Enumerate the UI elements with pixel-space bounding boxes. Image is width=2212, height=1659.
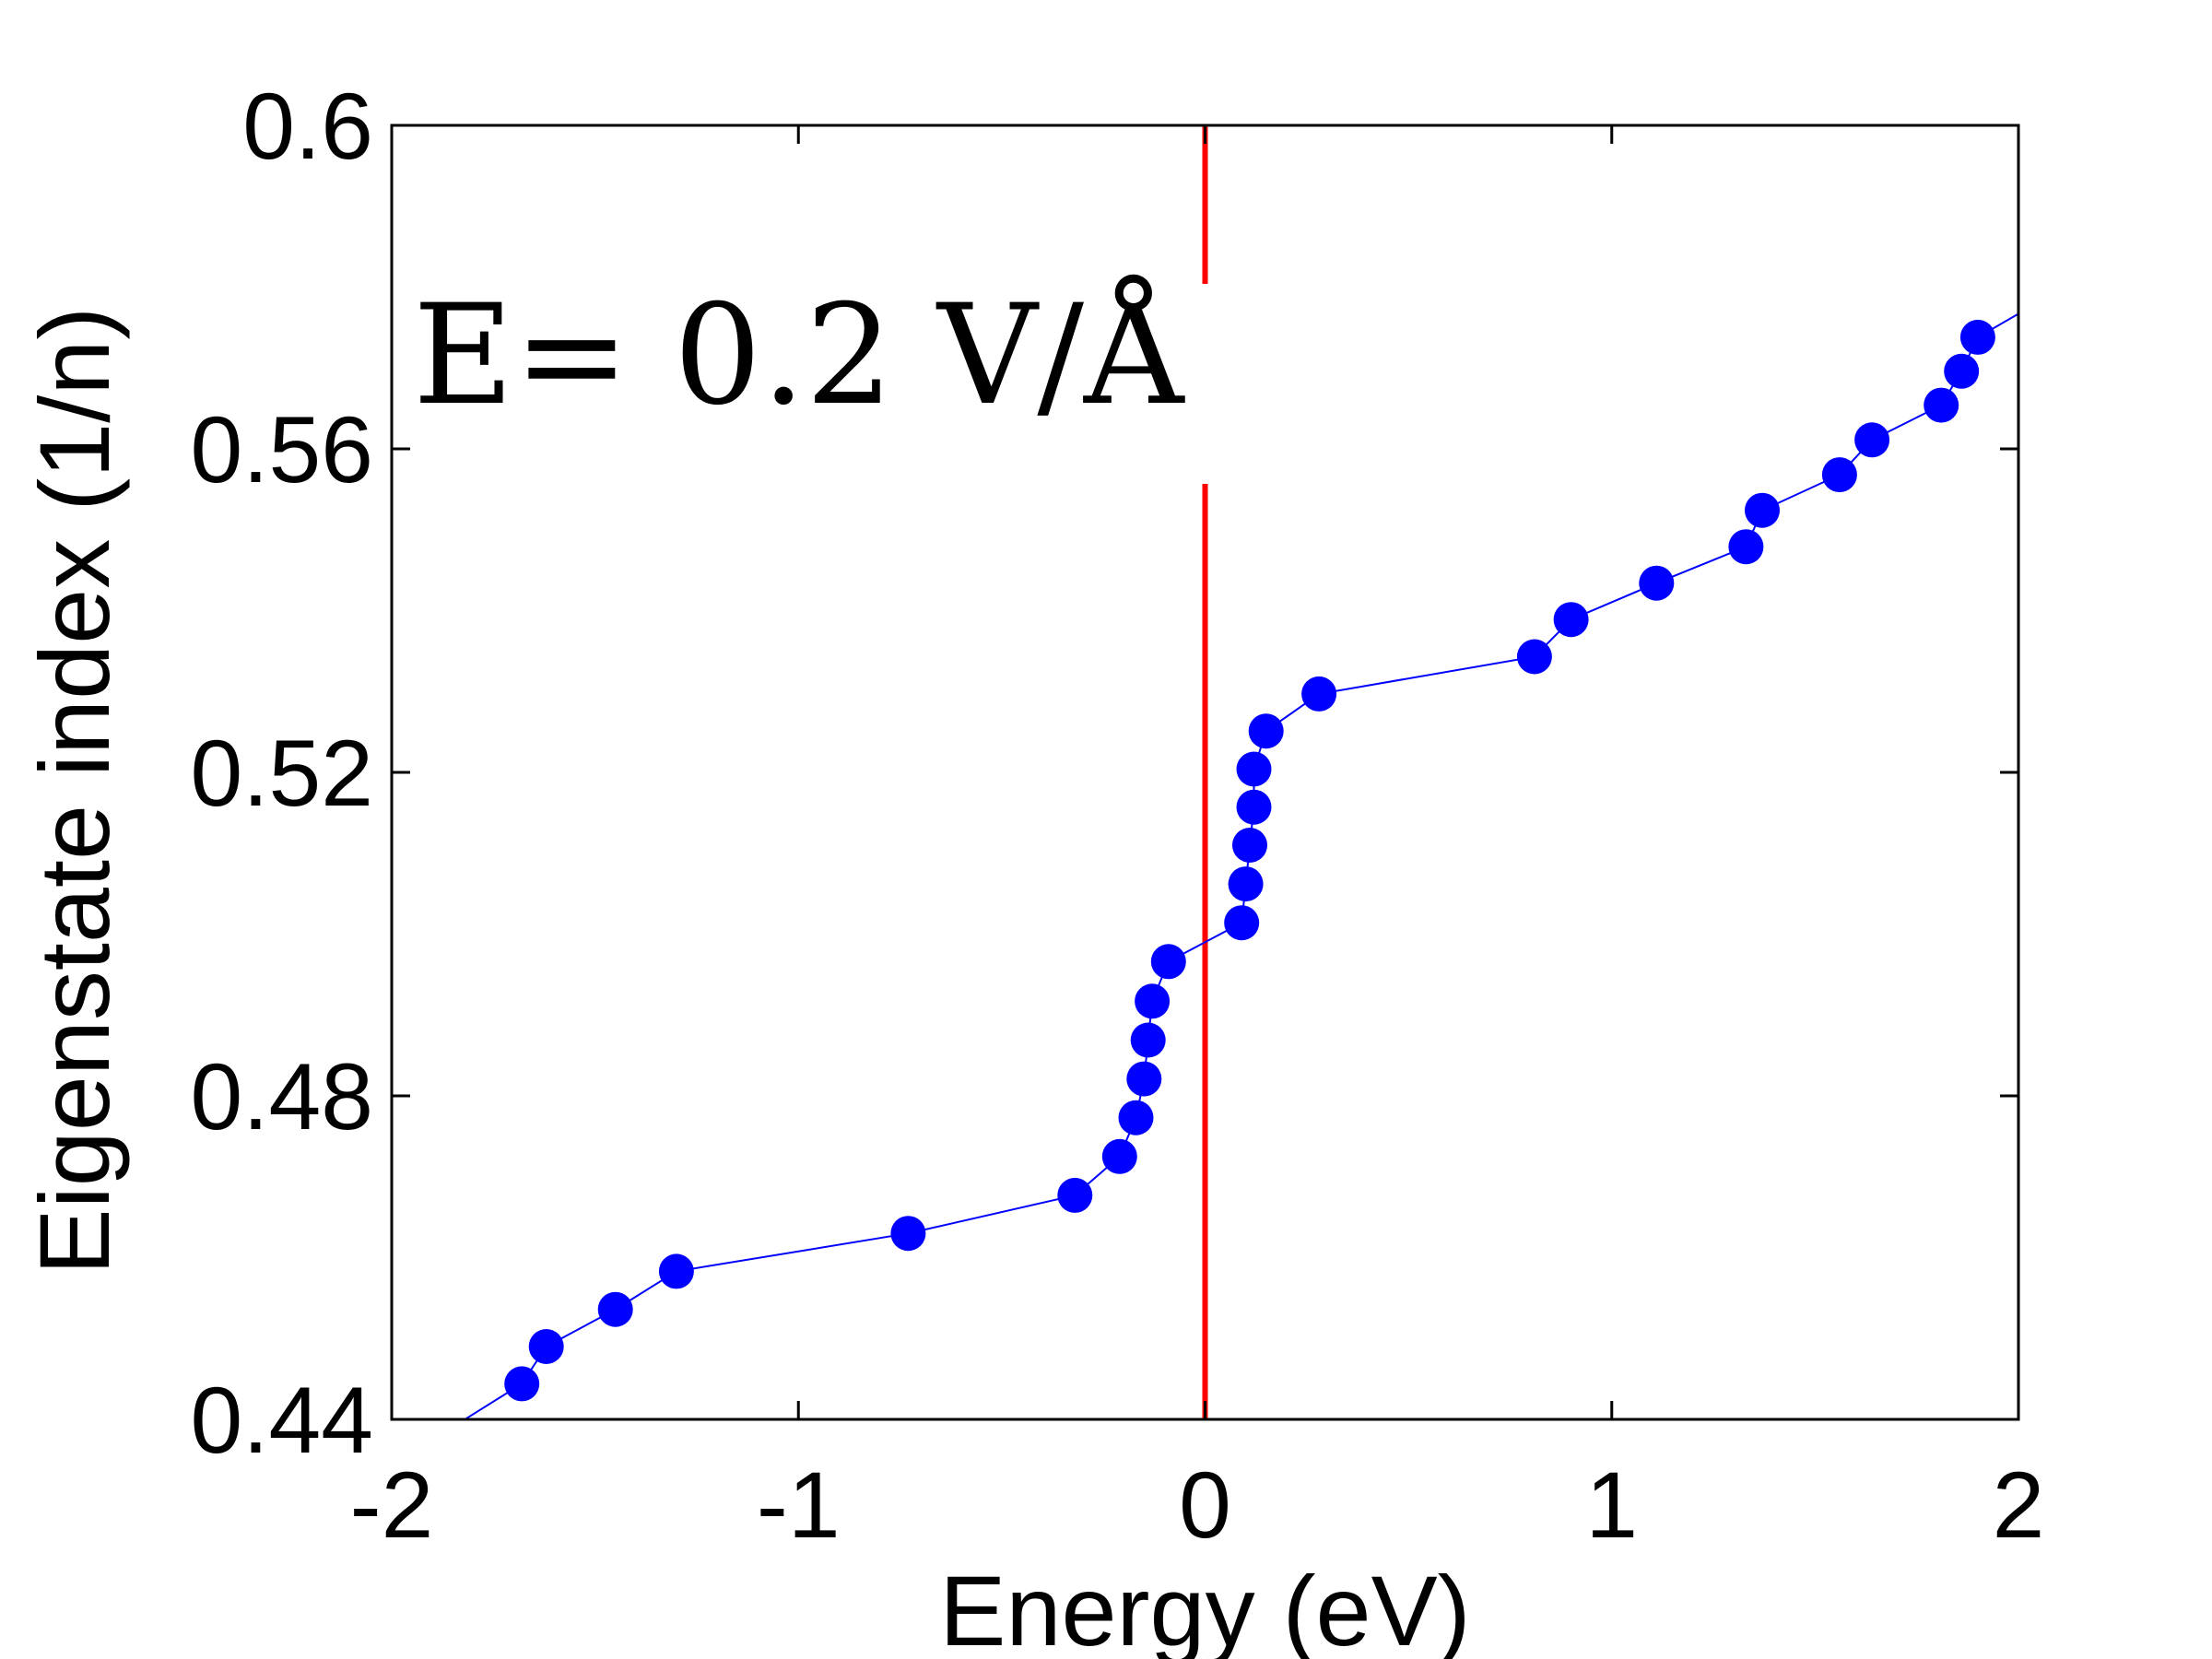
data-point: [1236, 751, 1272, 787]
data-point: [1118, 1100, 1154, 1135]
tick-marks: [390, 124, 2020, 1421]
data-point: [1232, 828, 1267, 863]
data-point: [1944, 353, 1980, 389]
data-point: [1248, 713, 1284, 749]
x-tick-label: -1: [757, 1453, 841, 1558]
y-tick-label: 0.6: [242, 74, 373, 179]
data-point: [1924, 387, 1959, 423]
data-point: [1057, 1177, 1093, 1213]
data-point: [1821, 457, 1857, 493]
data-point: [1516, 639, 1552, 675]
x-tick-label: -2: [350, 1453, 434, 1558]
data-point: [1639, 565, 1675, 601]
x-tick-label: 0: [1179, 1453, 1231, 1558]
data-point: [1854, 422, 1890, 458]
y-tick-label: 0.52: [190, 721, 373, 826]
data-point: [1745, 492, 1780, 528]
x-tick-label: 2: [1993, 1453, 2045, 1558]
data-point: [1150, 944, 1186, 980]
y-tick-label: 0.56: [190, 397, 373, 502]
plot-content: [464, 125, 2018, 1419]
y-tick-labels: 0.44 0.48 0.52 0.56 0.6: [190, 74, 373, 1473]
data-point: [1728, 529, 1764, 565]
y-tick-label: 0.48: [190, 1044, 373, 1149]
data-point: [1135, 983, 1171, 1019]
y-tick-label: 0.44: [190, 1368, 373, 1473]
x-tick-label: 1: [1585, 1453, 1638, 1558]
data-point: [890, 1216, 926, 1252]
data-point: [1959, 319, 1995, 355]
data-point: [1130, 1022, 1166, 1058]
x-tick-labels: -2 -1 0 1 2: [350, 1453, 2045, 1558]
data-point: [1553, 602, 1589, 638]
data-point: [504, 1366, 540, 1402]
data-point: [658, 1253, 694, 1289]
y-axis-title: Eigenstate index (1/n): [18, 307, 130, 1276]
data-point: [1101, 1138, 1137, 1174]
data-point: [1228, 866, 1264, 902]
data-point: [597, 1291, 633, 1327]
x-axis-title: Energy (eV): [939, 1555, 1470, 1659]
data-point: [528, 1329, 564, 1364]
data-point: [1301, 676, 1337, 712]
field-annotation: E= 0.2 V/Å: [413, 274, 1185, 436]
data-point: [1236, 789, 1272, 825]
data-point: [1126, 1061, 1162, 1097]
data-point: [1224, 905, 1260, 941]
